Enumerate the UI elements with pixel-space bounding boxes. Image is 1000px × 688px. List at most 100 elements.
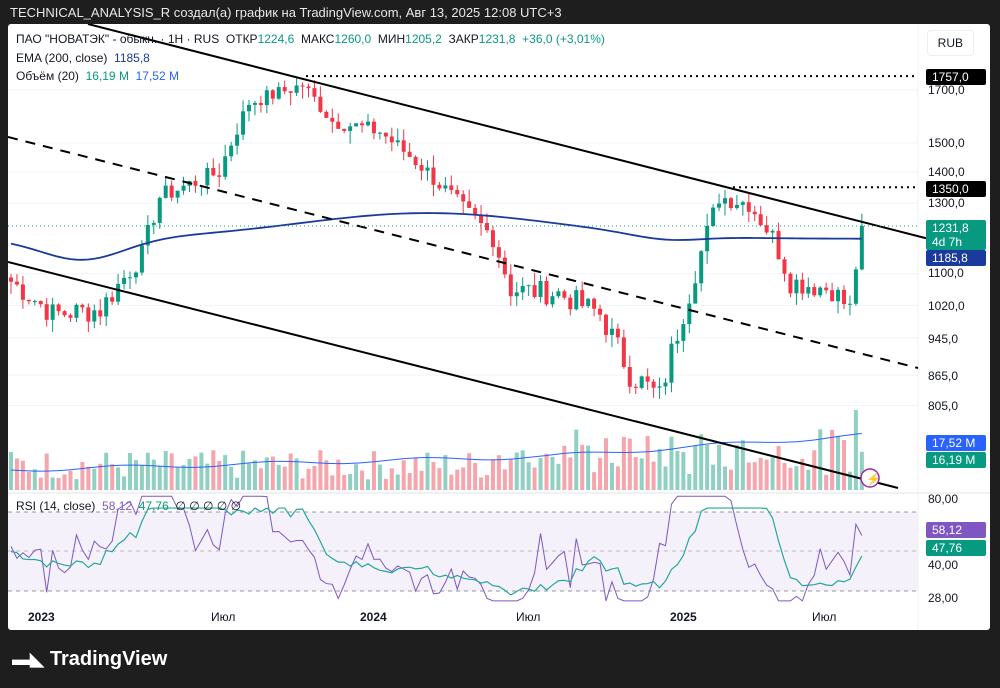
candle [794, 279, 799, 294]
last-price-tag: 1231,8 4d 7h [926, 220, 986, 250]
volume-bar [74, 479, 79, 490]
tradingview-logo[interactable]: ▬◣ TradingView [12, 648, 167, 671]
volume-bar [157, 466, 162, 490]
rsi-tick: 80,00 [928, 492, 959, 506]
price-tick: 1500,0 [928, 136, 965, 150]
candle [669, 343, 674, 383]
candle [443, 185, 448, 189]
candle [181, 185, 186, 191]
volume-bar [312, 465, 317, 490]
candle [538, 281, 543, 297]
volume-bar [128, 453, 132, 490]
volume-ma-tag: 17,52 M [926, 435, 986, 451]
candle [14, 281, 19, 285]
candle [639, 376, 644, 388]
volume-bar [235, 477, 240, 490]
volume-bar [104, 452, 109, 490]
ema-legend[interactable]: EMA (200, close) 1185,8 [16, 51, 150, 65]
candle [847, 303, 852, 305]
volume-bar [211, 450, 216, 490]
chart-attribution: TECHNICAL_ANALYSIS_R создал(а) график на… [10, 5, 562, 20]
volume-bar [318, 450, 323, 490]
candle [68, 315, 73, 318]
volume-bar [151, 459, 156, 490]
volume-bar [842, 440, 846, 490]
volume-bar [770, 457, 775, 490]
level-price-tag: 1350,0 [926, 181, 986, 197]
ema-value: 1185,8 [114, 51, 150, 65]
candle [62, 311, 67, 316]
chart-canvas[interactable]: ⚡ [8, 24, 990, 630]
candle [645, 376, 650, 382]
candle [824, 287, 829, 291]
rsi-legend[interactable]: RSI (14, close) 58,12 47,76 ∅ ∅ ∅ ∅ ∅ [16, 499, 241, 513]
volume-bar [592, 472, 597, 490]
candle [485, 223, 489, 231]
candle [128, 277, 132, 279]
volume-bar [580, 444, 585, 490]
candle [473, 207, 478, 216]
volume-bar [502, 469, 507, 490]
volume-bar [639, 458, 644, 490]
candle [764, 225, 769, 233]
candle [746, 202, 751, 212]
volume-bar [514, 452, 519, 490]
volume-bar [264, 457, 269, 490]
volume-bar [467, 453, 472, 490]
volume-bar [782, 462, 787, 490]
candle [80, 304, 85, 308]
rsi-ma-line [10, 507, 863, 596]
time-tick: Июл [211, 610, 236, 624]
price-tick: 945,0 [928, 332, 959, 346]
volume-bar [532, 467, 537, 490]
candle [211, 167, 216, 176]
candle [306, 86, 311, 89]
candle [395, 140, 400, 143]
volume-legend[interactable]: Объём (20) 16,19 M 17,52 M [16, 69, 179, 83]
candle [247, 104, 251, 112]
candle [217, 175, 222, 177]
volume-bar [461, 467, 466, 490]
price-tick: 1300,0 [928, 196, 965, 210]
candle [812, 287, 817, 296]
candle [354, 123, 359, 127]
volume-bar [621, 436, 626, 490]
volume-bar [675, 451, 680, 490]
volume-bar [217, 460, 222, 490]
tv-logo-icon: ▬◣ [12, 649, 44, 669]
candle [830, 290, 835, 302]
flash-event-icon[interactable] [860, 468, 880, 488]
price-tick: 865,0 [928, 369, 959, 383]
volume-bar [383, 478, 388, 490]
candle [110, 297, 115, 302]
volume-ma-value: 17,52 M [135, 69, 179, 83]
candle [818, 287, 823, 296]
rsi-tag: 58,12 [926, 522, 986, 538]
candle [627, 366, 632, 387]
volume-bar [800, 458, 805, 490]
candle [122, 277, 127, 284]
candle [98, 310, 103, 317]
candle [437, 184, 442, 189]
price-tick: 1020,0 [928, 299, 965, 313]
change-value: +36,0 (+3,01%) [522, 32, 605, 46]
volume-bar [50, 477, 55, 490]
volume-bar [44, 453, 49, 490]
candle [461, 194, 466, 202]
candle [133, 272, 138, 278]
symbol-name[interactable]: ПАО "НОВАТЭК" - обыкн. · 1H · RUS [16, 32, 220, 46]
bar-countdown: 4d 7h [932, 235, 963, 249]
currency-button[interactable]: RUB [926, 30, 974, 56]
chart-panel[interactable]: ⚡ ПАО "НОВАТЭК" - обыкн. · 1H · RUS ОТКР… [8, 24, 990, 630]
candle [752, 211, 757, 215]
volume-bar [419, 470, 424, 490]
volume-bar [199, 452, 204, 490]
volume-bar [598, 457, 603, 490]
candle [520, 285, 525, 293]
ema-price-tag: 1185,8 [926, 250, 986, 266]
volume-bar [163, 450, 168, 490]
volume-bar [526, 462, 531, 490]
candle [788, 273, 793, 294]
volume-bar [38, 477, 43, 490]
candle [800, 279, 805, 294]
